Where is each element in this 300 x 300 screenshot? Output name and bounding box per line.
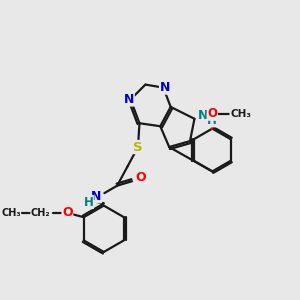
- Text: CH₃: CH₃: [230, 109, 251, 119]
- Text: H: H: [207, 114, 217, 127]
- Text: H: H: [83, 196, 93, 208]
- Text: O: O: [207, 107, 217, 120]
- Text: O: O: [136, 171, 146, 184]
- Text: O: O: [62, 206, 73, 219]
- Text: CH₃: CH₃: [1, 208, 21, 218]
- Text: N: N: [198, 109, 208, 122]
- Text: N: N: [160, 81, 170, 94]
- Text: CH₂: CH₂: [31, 208, 50, 218]
- Text: S: S: [133, 140, 143, 154]
- Text: N: N: [91, 190, 102, 202]
- Text: N: N: [124, 93, 134, 106]
